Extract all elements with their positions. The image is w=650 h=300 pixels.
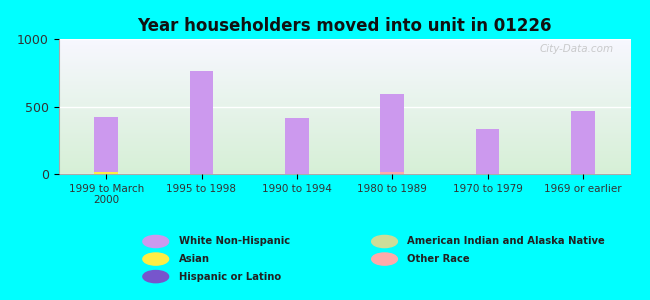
Ellipse shape	[372, 253, 397, 265]
Bar	[94, 172, 118, 174]
Ellipse shape	[143, 271, 168, 283]
Bar	[190, 71, 213, 174]
Text: American Indian and Alaska Native: American Indian and Alaska Native	[408, 236, 605, 247]
Ellipse shape	[143, 253, 168, 265]
Bar	[571, 111, 595, 174]
Bar	[380, 172, 404, 174]
Text: White Non-Hispanic: White Non-Hispanic	[179, 236, 290, 247]
Bar	[94, 117, 118, 174]
Ellipse shape	[143, 236, 168, 247]
Ellipse shape	[372, 236, 397, 247]
Bar	[285, 118, 309, 174]
Bar	[476, 129, 499, 174]
Text: Other Race: Other Race	[408, 254, 470, 264]
Title: Year householders moved into unit in 01226: Year householders moved into unit in 012…	[137, 17, 552, 35]
Text: Hispanic or Latino: Hispanic or Latino	[179, 272, 281, 282]
Text: City-Data.com: City-Data.com	[540, 44, 614, 54]
Text: Asian: Asian	[179, 254, 209, 264]
Bar	[380, 94, 404, 174]
